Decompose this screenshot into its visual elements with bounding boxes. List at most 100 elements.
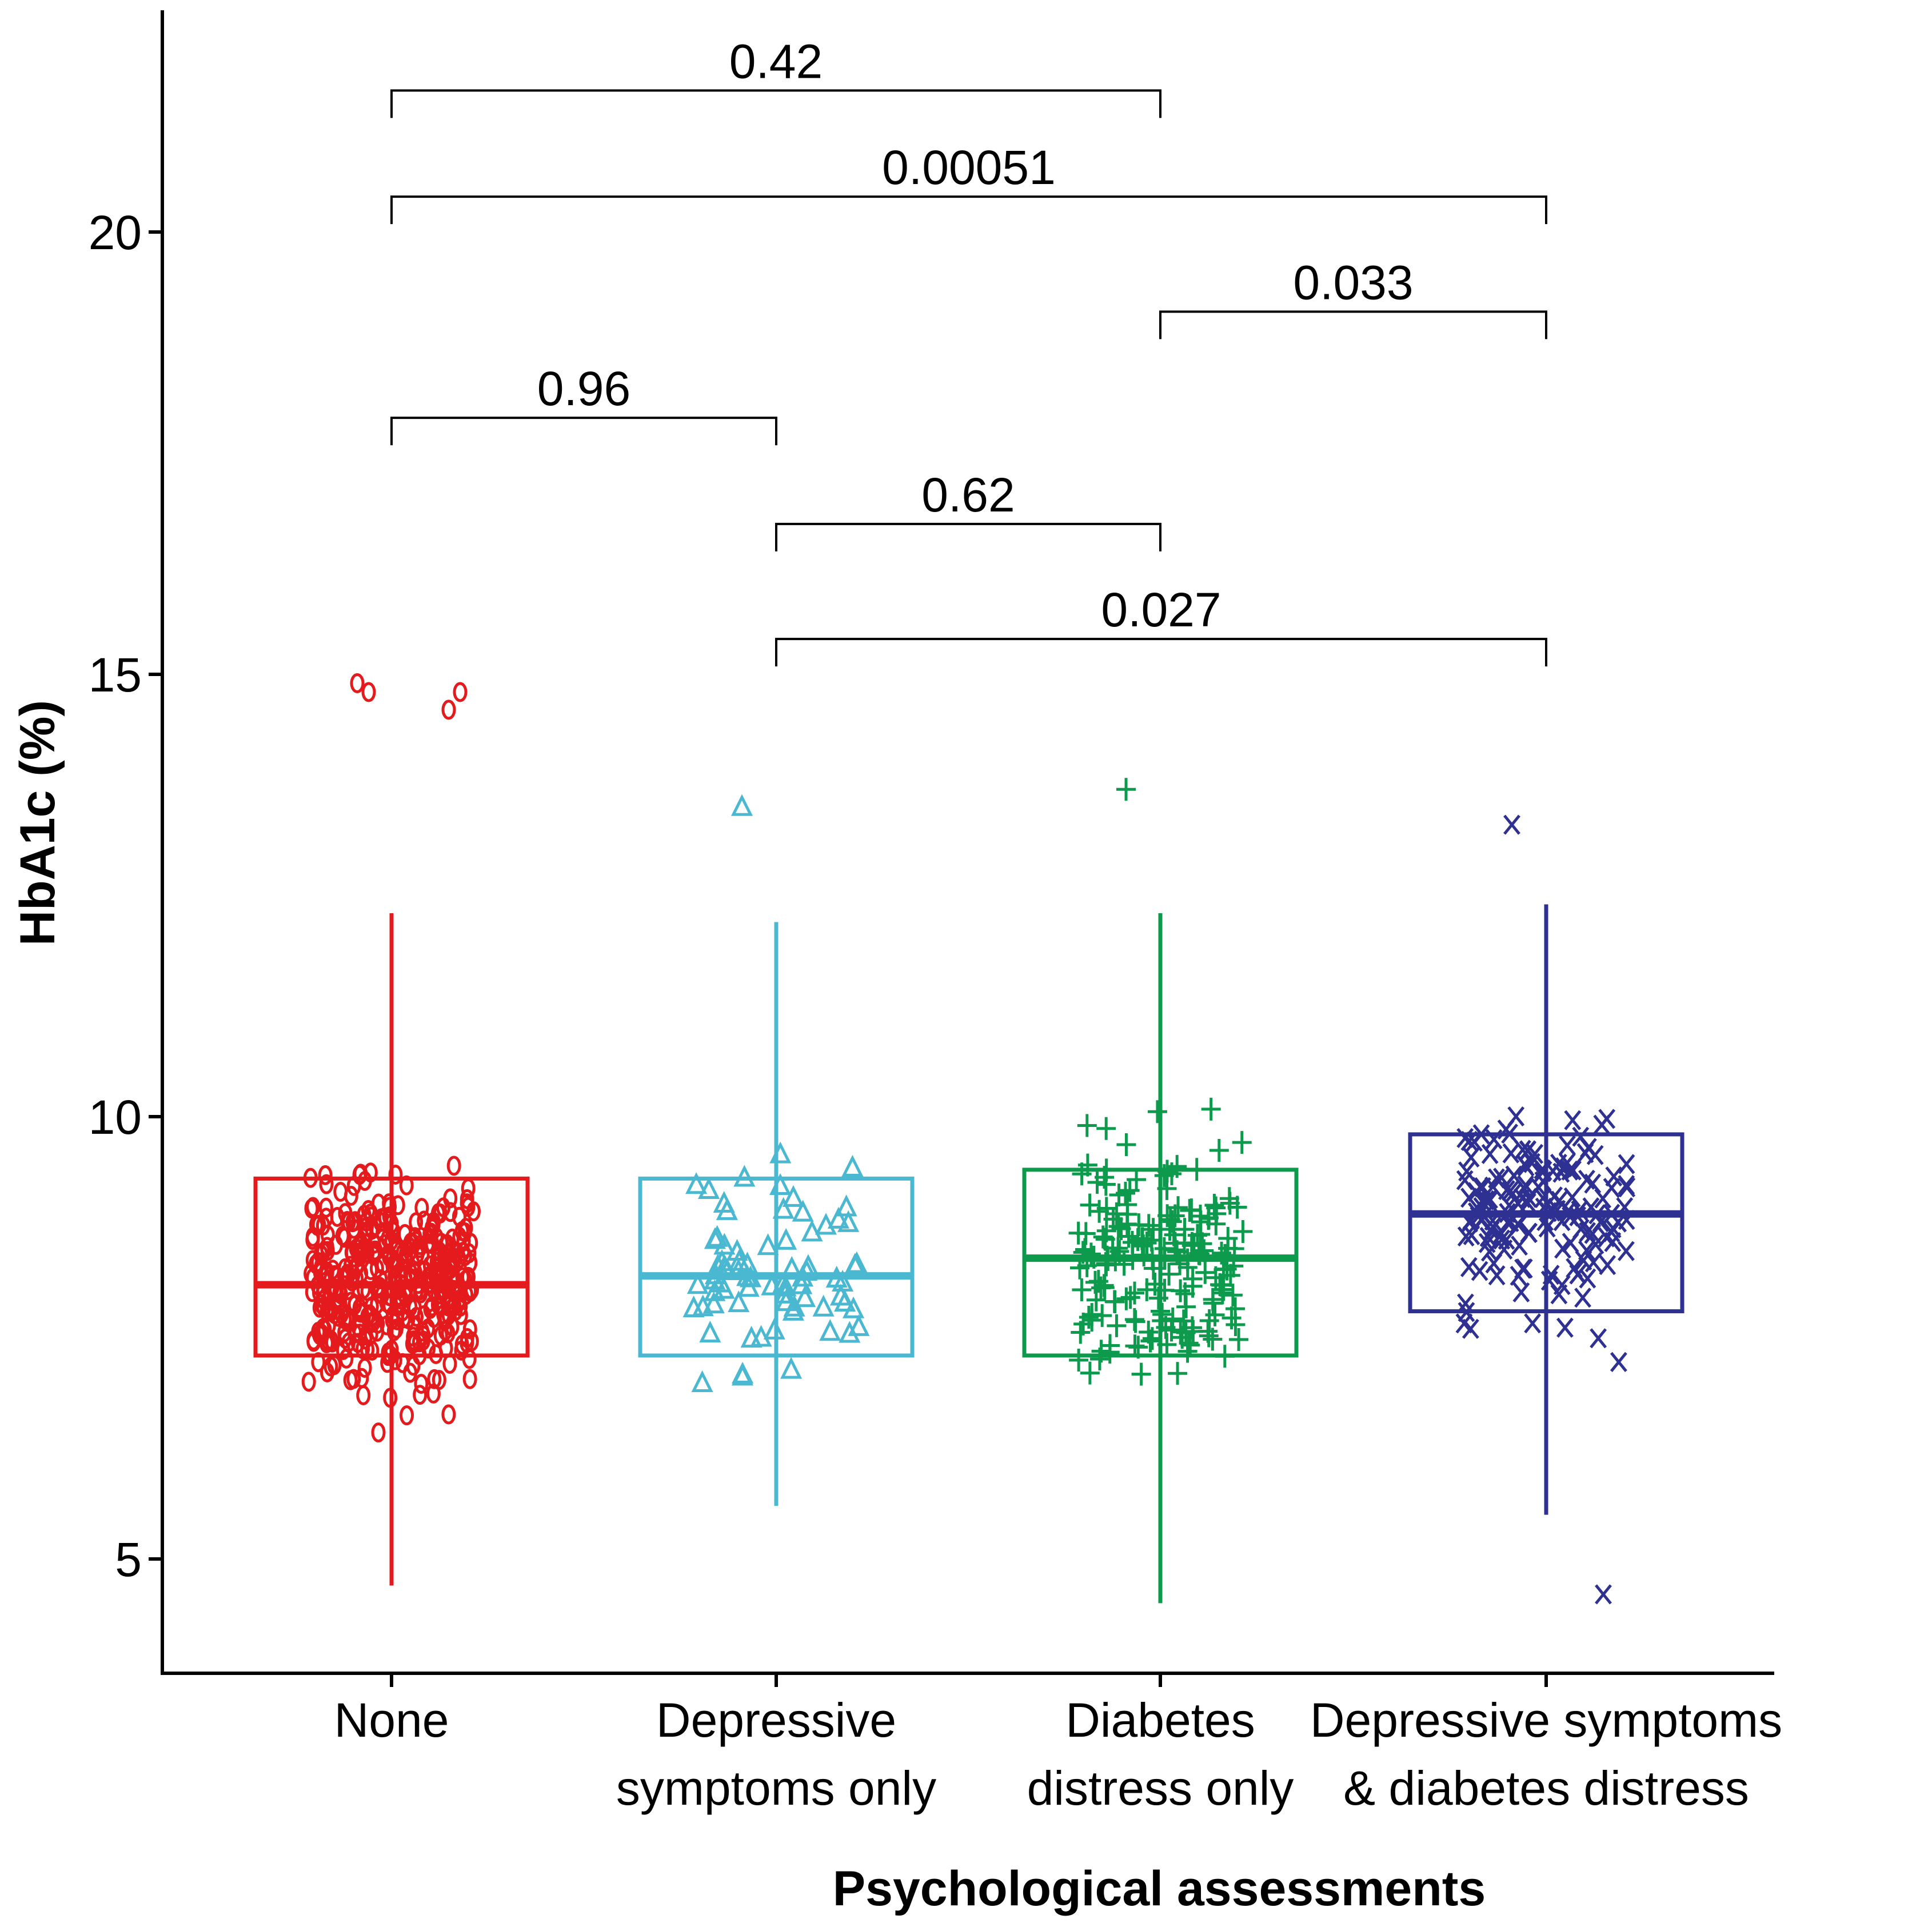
- data-point: [728, 1290, 750, 1313]
- data-point: [1171, 1279, 1191, 1302]
- data-point: [324, 1356, 338, 1377]
- data-point: [318, 1165, 333, 1185]
- data-point: [441, 699, 456, 720]
- data-point: [1553, 1275, 1571, 1296]
- data-point: [456, 1241, 470, 1262]
- data-point: [848, 1314, 870, 1336]
- data-point: [1180, 1199, 1200, 1222]
- data-point: [780, 1357, 803, 1379]
- data-point: [1176, 1295, 1196, 1318]
- data-point: [401, 1236, 416, 1257]
- data-point: [452, 1206, 466, 1227]
- data-point: [1481, 1144, 1499, 1164]
- data-point: [1610, 1352, 1627, 1372]
- x-category-label: Depressive: [656, 1693, 896, 1747]
- data-point: [704, 1279, 726, 1301]
- data-point: [351, 1239, 366, 1260]
- data-point: [1569, 1264, 1587, 1285]
- data-point: [1574, 1288, 1591, 1308]
- data-point: [433, 1325, 448, 1346]
- data-point: [443, 1202, 458, 1222]
- data-point: [356, 1385, 371, 1406]
- data-point: [1191, 1210, 1211, 1234]
- data-point: [1184, 1233, 1204, 1257]
- data-point: [1122, 1231, 1142, 1254]
- data-point: [1165, 1232, 1185, 1255]
- data-point: [1120, 1286, 1140, 1309]
- data-point: [1203, 1292, 1223, 1315]
- data-point: [1117, 1212, 1137, 1236]
- data-point: [464, 1331, 479, 1352]
- data-point: [1071, 1321, 1091, 1344]
- data-point: [443, 1259, 458, 1280]
- data-point: [334, 1304, 349, 1324]
- data-point: [704, 1227, 726, 1249]
- data-point: [1556, 1317, 1574, 1338]
- data-point: [1160, 1218, 1180, 1241]
- data-point: [1127, 1168, 1147, 1192]
- data-point: [832, 1269, 854, 1292]
- data-point: [1082, 1303, 1102, 1326]
- data-point: [1618, 1154, 1635, 1174]
- data-point: [1484, 1217, 1502, 1237]
- data-point: [1100, 1341, 1120, 1364]
- data-point: [1502, 1143, 1520, 1164]
- data-point: [1107, 1202, 1127, 1225]
- comparison-bracket: [390, 417, 777, 446]
- data-point: [750, 1325, 772, 1347]
- data-point: [354, 1368, 369, 1388]
- data-point: [1108, 1215, 1128, 1238]
- data-point: [1080, 1361, 1100, 1385]
- data-point: [1168, 1362, 1188, 1385]
- data-point: [1455, 1313, 1473, 1334]
- data-point: [1203, 1328, 1223, 1351]
- data-point: [1096, 1117, 1116, 1140]
- data-point: [1161, 1162, 1181, 1185]
- data-point: [438, 1236, 453, 1256]
- data-point: [1116, 1133, 1136, 1156]
- data-point: [1107, 1314, 1127, 1337]
- data-point: [839, 1321, 861, 1343]
- data-point: [1137, 1278, 1157, 1301]
- data-point: [1109, 1183, 1129, 1206]
- y-tick-label: 15: [89, 648, 142, 702]
- data-point: [837, 1210, 860, 1232]
- data-point: [1089, 1348, 1109, 1371]
- data-point: [843, 1296, 865, 1318]
- data-point: [1599, 1255, 1616, 1276]
- data-point: [301, 1372, 316, 1392]
- data-point: [430, 1294, 445, 1315]
- data-point: [414, 1374, 429, 1394]
- data-point: [413, 1385, 428, 1405]
- data-point: [845, 1251, 868, 1273]
- comparison-bracket: [390, 195, 1547, 225]
- data-point: [1159, 1262, 1179, 1286]
- data-point: [1558, 1153, 1576, 1173]
- data-point: [1563, 1187, 1581, 1208]
- x-category-label: Depressive symptoms: [1310, 1693, 1782, 1747]
- data-point: [432, 1370, 446, 1390]
- points-layer: [301, 673, 1636, 1605]
- data-point: [699, 1321, 721, 1343]
- data-point: [350, 1254, 365, 1274]
- y-tick-label: 10: [89, 1090, 142, 1144]
- data-point: [360, 1340, 375, 1360]
- data-point: [1089, 1200, 1109, 1223]
- data-point: [356, 1279, 371, 1300]
- data-point: [309, 1214, 324, 1235]
- data-point: [1598, 1227, 1615, 1248]
- data-point: [1140, 1329, 1160, 1353]
- comparison-bracket: [775, 638, 1547, 667]
- data-point: [1183, 1267, 1203, 1290]
- data-point: [812, 1294, 835, 1317]
- data-point: [1458, 1161, 1475, 1182]
- data-point: [716, 1198, 738, 1220]
- data-point: [1223, 1284, 1243, 1307]
- comparison-bracket: [1159, 310, 1547, 339]
- data-point: [1578, 1169, 1595, 1190]
- data-point: [1526, 1144, 1544, 1164]
- data-point: [346, 1369, 361, 1389]
- data-point: [1124, 1308, 1144, 1332]
- data-point: [462, 1369, 477, 1389]
- x-category-label: distress only: [1027, 1761, 1294, 1815]
